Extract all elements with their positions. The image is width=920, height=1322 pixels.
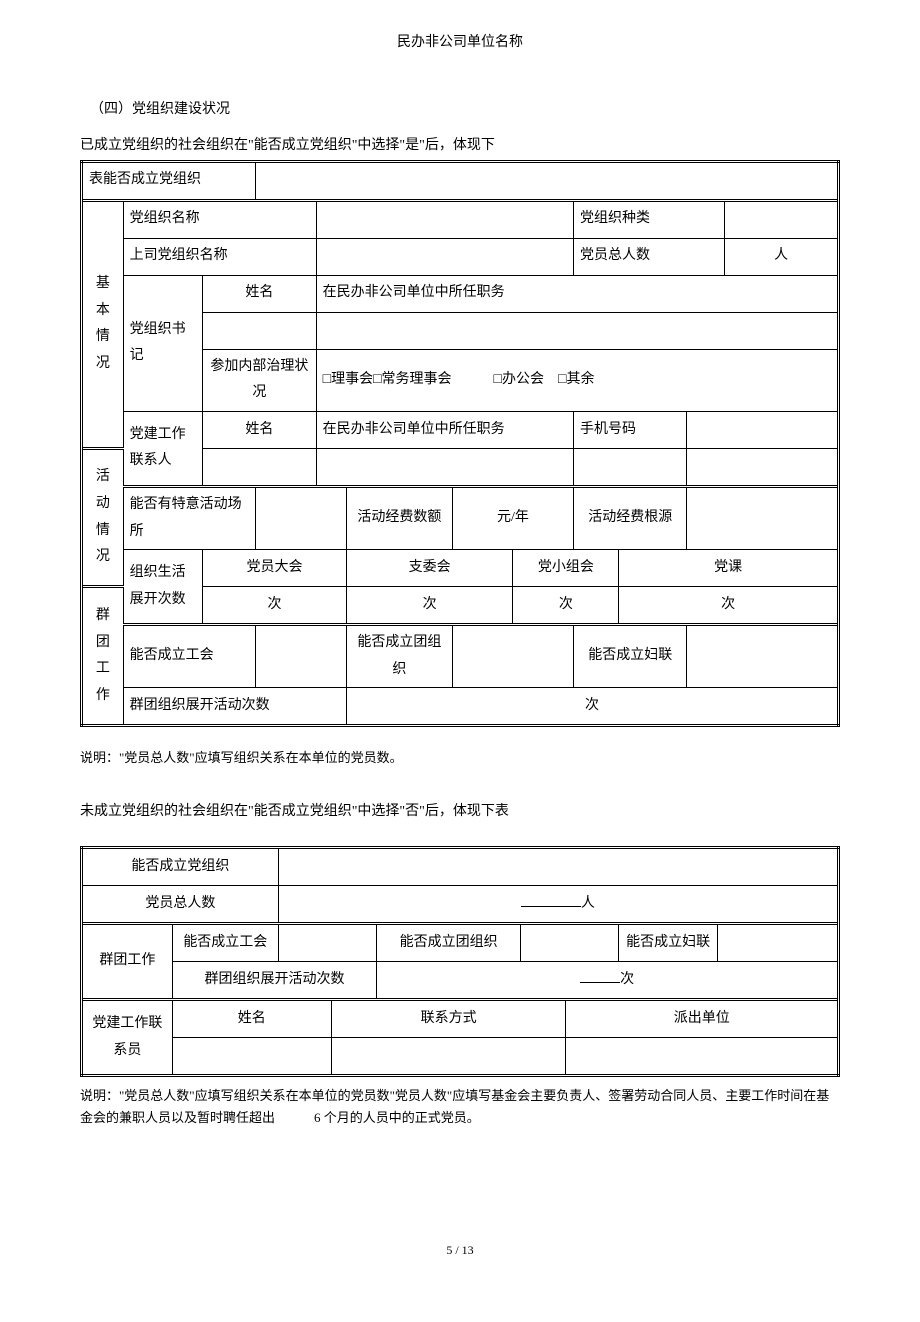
t2-can-youth-value[interactable] (521, 924, 619, 962)
col-group-meeting: 党小组会 (513, 550, 619, 587)
contact-label: 党建工作联系人 (123, 411, 202, 486)
col-branch-meeting: 支委会 (346, 550, 513, 587)
funds-amount-label: 活动经费数额 (346, 486, 452, 549)
member-mtg-count[interactable]: 次 (203, 587, 347, 625)
can-union-label: 能否成立工会 (123, 625, 255, 688)
t2-dispatch-value[interactable] (566, 1038, 839, 1076)
party-org-established-table: 表能否成立党组织 基本情况 党组织名称 党组织种类 上司党组织名称 党员总人数 … (80, 160, 840, 728)
group-work-label: 群团工作 (82, 587, 124, 726)
can-youth-label: 能否成立团组织 (346, 625, 452, 688)
group-mtg-count[interactable]: 次 (513, 587, 619, 625)
t2-can-women-label: 能否成立妇联 (619, 924, 717, 962)
intro-text-2: 未成立党组织的社会组织在"能否成立党组织"中选择"否"后，体现下表 (80, 799, 840, 826)
note-1: 说明："党员总人数"应填写组织关系在本单位的党员数。 (80, 747, 840, 769)
member-total-label: 党员总人数 (573, 238, 724, 275)
t2-member-total-label: 党员总人数 (82, 886, 279, 924)
secretary-position-value[interactable] (316, 312, 838, 349)
secretary-label: 党组织书记 (123, 275, 202, 411)
t2-can-youth-label: 能否成立团组织 (377, 924, 521, 962)
can-women-label: 能否成立妇联 (573, 625, 687, 688)
org-life-label: 组织生活展开次数 (123, 550, 202, 625)
has-place-label: 能否有特意活动场所 (123, 486, 255, 549)
class-count[interactable]: 次 (619, 587, 839, 625)
contact-phone-value2-blank[interactable] (573, 448, 687, 486)
secretary-name-label: 姓名 (203, 275, 317, 312)
org-type-label: 党组织种类 (573, 200, 724, 238)
col-member-meeting: 党员大会 (203, 550, 347, 587)
superior-org-value[interactable] (316, 238, 573, 275)
col-party-class: 党课 (619, 550, 839, 587)
org-type-value[interactable] (725, 200, 839, 238)
t2-group-work-label: 群团工作 (82, 924, 173, 1000)
t2-contact-way-value[interactable] (331, 1038, 566, 1076)
page-number: 5 / 13 (80, 1239, 840, 1262)
internal-governance-options[interactable]: □理事会□常务理事会 □办公会 □其余 (316, 349, 838, 411)
activity-group-label: 活动情况 (82, 448, 124, 586)
can-establish-label: 表能否成立党组织 (82, 161, 256, 200)
can-women-value[interactable] (687, 625, 839, 688)
branch-mtg-count[interactable]: 次 (346, 587, 513, 625)
t2-can-women-value[interactable] (717, 924, 838, 962)
contact-phone-label: 手机号码 (573, 411, 687, 448)
intro-text-1: 已成立党组织的社会组织在"能否成立党组织"中选择"是"后，体现下 (80, 133, 840, 160)
t2-group-activity-label: 群团组织展开活动次数 (172, 962, 376, 1000)
contact-blank[interactable] (687, 448, 839, 486)
group-activity-count-value[interactable]: 次 (346, 688, 838, 726)
t2-can-union-value[interactable] (278, 924, 376, 962)
t2-member-total-value[interactable]: 人 (278, 886, 838, 924)
secretary-position-label: 在民办非公司单位中所任职务 (316, 275, 838, 312)
t2-can-union-label: 能否成立工会 (172, 924, 278, 962)
contact-name-value[interactable] (203, 448, 317, 486)
org-name-value[interactable] (316, 200, 573, 238)
superior-org-label: 上司党组织名称 (123, 238, 316, 275)
internal-governance-label: 参加内部治理状况 (203, 349, 317, 411)
secretary-name-value[interactable] (203, 312, 317, 349)
t2-contact-way-label: 联系方式 (331, 1000, 566, 1038)
note-2: 说明："党员总人数"应填写组织关系在本单位的党员数"党员人数"应填写基金会主要负… (80, 1085, 840, 1129)
has-place-value[interactable] (256, 486, 347, 549)
contact-position-value[interactable] (316, 448, 573, 486)
contact-position-label: 在民办非公司单位中所任职务 (316, 411, 573, 448)
member-total-value[interactable]: 人 (725, 238, 839, 275)
t2-name-value[interactable] (172, 1038, 331, 1076)
contact-phone-value[interactable] (687, 411, 839, 448)
basic-info-group-label: 基本情况 (82, 200, 124, 448)
can-union-value[interactable] (256, 625, 347, 688)
party-org-not-established-table: 能否成立党组织 党员总人数 人 群团工作 能否成立工会 能否成立团组织 能否成立… (80, 846, 840, 1077)
page-header-title: 民办非公司单位名称 (80, 30, 840, 57)
t2-dispatch-label: 派出单位 (566, 1000, 839, 1038)
can-establish-value[interactable] (256, 161, 839, 200)
section-heading: （四）党组织建设状况 (90, 97, 840, 124)
funds-source-value[interactable] (687, 486, 839, 549)
t2-can-establish-value[interactable] (278, 848, 838, 886)
funds-source-label: 活动经费根源 (573, 486, 687, 549)
t2-can-establish-label: 能否成立党组织 (82, 848, 279, 886)
org-name-label: 党组织名称 (123, 200, 316, 238)
group-activity-count-label: 群团组织展开活动次数 (123, 688, 346, 726)
funds-amount-value[interactable]: 元/年 (452, 486, 573, 549)
t2-name-label: 姓名 (172, 1000, 331, 1038)
contact-name-label: 姓名 (203, 411, 317, 448)
t2-group-activity-value[interactable]: 次 (377, 962, 839, 1000)
t2-contact-label: 党建工作联系员 (82, 1000, 173, 1076)
can-youth-value[interactable] (452, 625, 573, 688)
